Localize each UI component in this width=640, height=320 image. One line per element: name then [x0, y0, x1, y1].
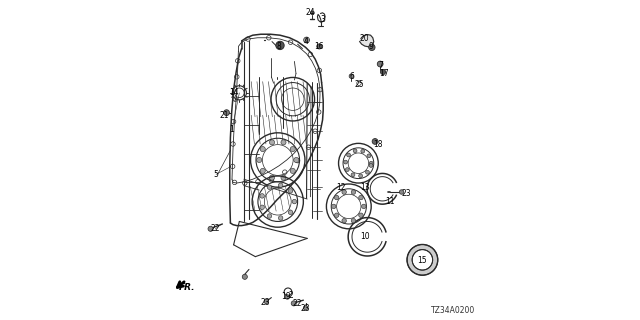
Text: 19: 19 [282, 292, 291, 301]
Circle shape [369, 161, 373, 165]
Circle shape [342, 219, 346, 223]
Circle shape [334, 195, 339, 200]
Circle shape [365, 170, 369, 174]
Circle shape [294, 157, 299, 163]
Circle shape [362, 204, 366, 209]
Polygon shape [360, 35, 374, 47]
Text: 17: 17 [379, 69, 389, 78]
Circle shape [269, 140, 275, 145]
Text: 18: 18 [373, 140, 382, 148]
Text: 23: 23 [401, 189, 412, 198]
Text: 23: 23 [301, 304, 310, 313]
Circle shape [347, 153, 351, 157]
Text: 13: 13 [360, 183, 370, 192]
Circle shape [288, 210, 292, 214]
Circle shape [257, 157, 262, 163]
Text: 3: 3 [321, 15, 326, 24]
Circle shape [268, 214, 272, 218]
Circle shape [281, 175, 286, 180]
Circle shape [359, 213, 364, 218]
Circle shape [243, 274, 248, 279]
Circle shape [269, 175, 275, 180]
Circle shape [260, 205, 264, 210]
Text: 16: 16 [314, 42, 324, 51]
Text: 7: 7 [378, 61, 383, 70]
Circle shape [372, 139, 378, 144]
Circle shape [351, 190, 356, 194]
Circle shape [334, 213, 339, 218]
Circle shape [399, 190, 404, 194]
Text: 9: 9 [369, 42, 374, 51]
Circle shape [310, 11, 314, 15]
Circle shape [305, 38, 308, 42]
Circle shape [260, 194, 264, 198]
Text: 22: 22 [211, 224, 220, 233]
Circle shape [260, 168, 266, 173]
Circle shape [369, 44, 375, 51]
Circle shape [317, 44, 322, 49]
Circle shape [288, 189, 292, 193]
Text: 25: 25 [355, 80, 365, 89]
Text: TZ34A0200: TZ34A0200 [431, 306, 475, 315]
Circle shape [358, 174, 362, 178]
Text: 11: 11 [386, 197, 395, 206]
Circle shape [359, 195, 364, 200]
Circle shape [332, 204, 336, 209]
Circle shape [281, 140, 286, 145]
Circle shape [260, 147, 266, 152]
Circle shape [353, 149, 357, 153]
Circle shape [342, 190, 346, 194]
Wedge shape [407, 244, 438, 275]
Text: 6: 6 [349, 72, 355, 81]
Circle shape [303, 306, 308, 310]
Text: 23: 23 [260, 298, 271, 307]
Text: 2: 2 [289, 292, 294, 300]
Circle shape [292, 199, 297, 204]
Text: 4: 4 [303, 37, 308, 46]
Circle shape [361, 149, 365, 153]
Circle shape [290, 147, 295, 152]
Circle shape [380, 69, 385, 75]
Text: 15: 15 [417, 256, 428, 265]
Text: 22: 22 [293, 299, 302, 308]
Circle shape [268, 185, 272, 189]
Circle shape [346, 168, 349, 172]
Circle shape [367, 154, 371, 158]
Circle shape [369, 164, 373, 167]
Circle shape [278, 183, 283, 188]
Circle shape [278, 216, 283, 220]
Circle shape [285, 295, 290, 299]
Circle shape [349, 74, 354, 78]
Text: 14: 14 [228, 88, 239, 97]
Circle shape [351, 219, 356, 223]
Circle shape [224, 110, 230, 116]
Text: 12: 12 [336, 183, 346, 192]
Text: 24: 24 [305, 8, 316, 17]
Circle shape [344, 160, 348, 164]
Circle shape [208, 226, 213, 231]
Circle shape [378, 61, 383, 67]
Text: 5: 5 [214, 170, 218, 179]
Text: FR.: FR. [179, 283, 195, 292]
Text: 8: 8 [276, 42, 281, 51]
Text: 1: 1 [230, 125, 234, 134]
Circle shape [291, 301, 296, 306]
Circle shape [351, 173, 355, 177]
Text: 21: 21 [220, 111, 228, 120]
Text: 10: 10 [360, 232, 370, 241]
Circle shape [264, 299, 269, 304]
Circle shape [290, 168, 295, 173]
Circle shape [276, 41, 284, 50]
Text: 20: 20 [360, 34, 370, 43]
